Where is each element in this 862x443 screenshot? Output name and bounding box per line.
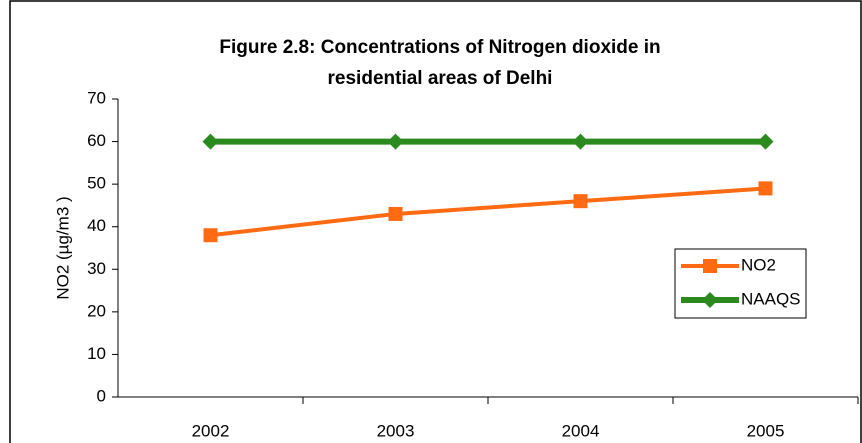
- point: [202, 133, 219, 150]
- legend-label: NO2: [741, 255, 776, 274]
- y-tick-label: 50: [87, 174, 106, 193]
- y-tick-label: 70: [87, 88, 106, 107]
- x-tick-label: 2005: [747, 421, 785, 440]
- y-axis-label: NO2 (µg/m3 ): [53, 196, 72, 299]
- chart-title: residential areas of Delhi: [328, 68, 553, 89]
- chart-border: [9, 0, 862, 443]
- legend-marker: [702, 292, 718, 308]
- point: [387, 133, 404, 150]
- y-tick-label: 40: [87, 216, 106, 235]
- chart-title: Figure 2.8: Concentrations of Nitrogen d…: [219, 37, 660, 58]
- y-tick-label: 30: [87, 259, 106, 278]
- x-tick-label: 2003: [377, 421, 415, 440]
- x-tick-label: 2004: [562, 421, 600, 440]
- series-line: [210, 186, 766, 238]
- y-tick-label: 0: [97, 386, 106, 405]
- point: [758, 181, 773, 196]
- point: [573, 194, 588, 209]
- legend-marker: [703, 259, 717, 273]
- point: [203, 228, 218, 243]
- point: [388, 206, 403, 221]
- legend-label: NAAQS: [741, 289, 801, 308]
- x-tick-label: 2002: [192, 421, 230, 440]
- point: [757, 133, 774, 150]
- legend-box: [674, 248, 807, 319]
- y-tick-label: 20: [87, 301, 106, 320]
- y-tick-label: 10: [87, 344, 106, 363]
- y-tick-label: 60: [87, 131, 106, 150]
- point: [572, 133, 589, 150]
